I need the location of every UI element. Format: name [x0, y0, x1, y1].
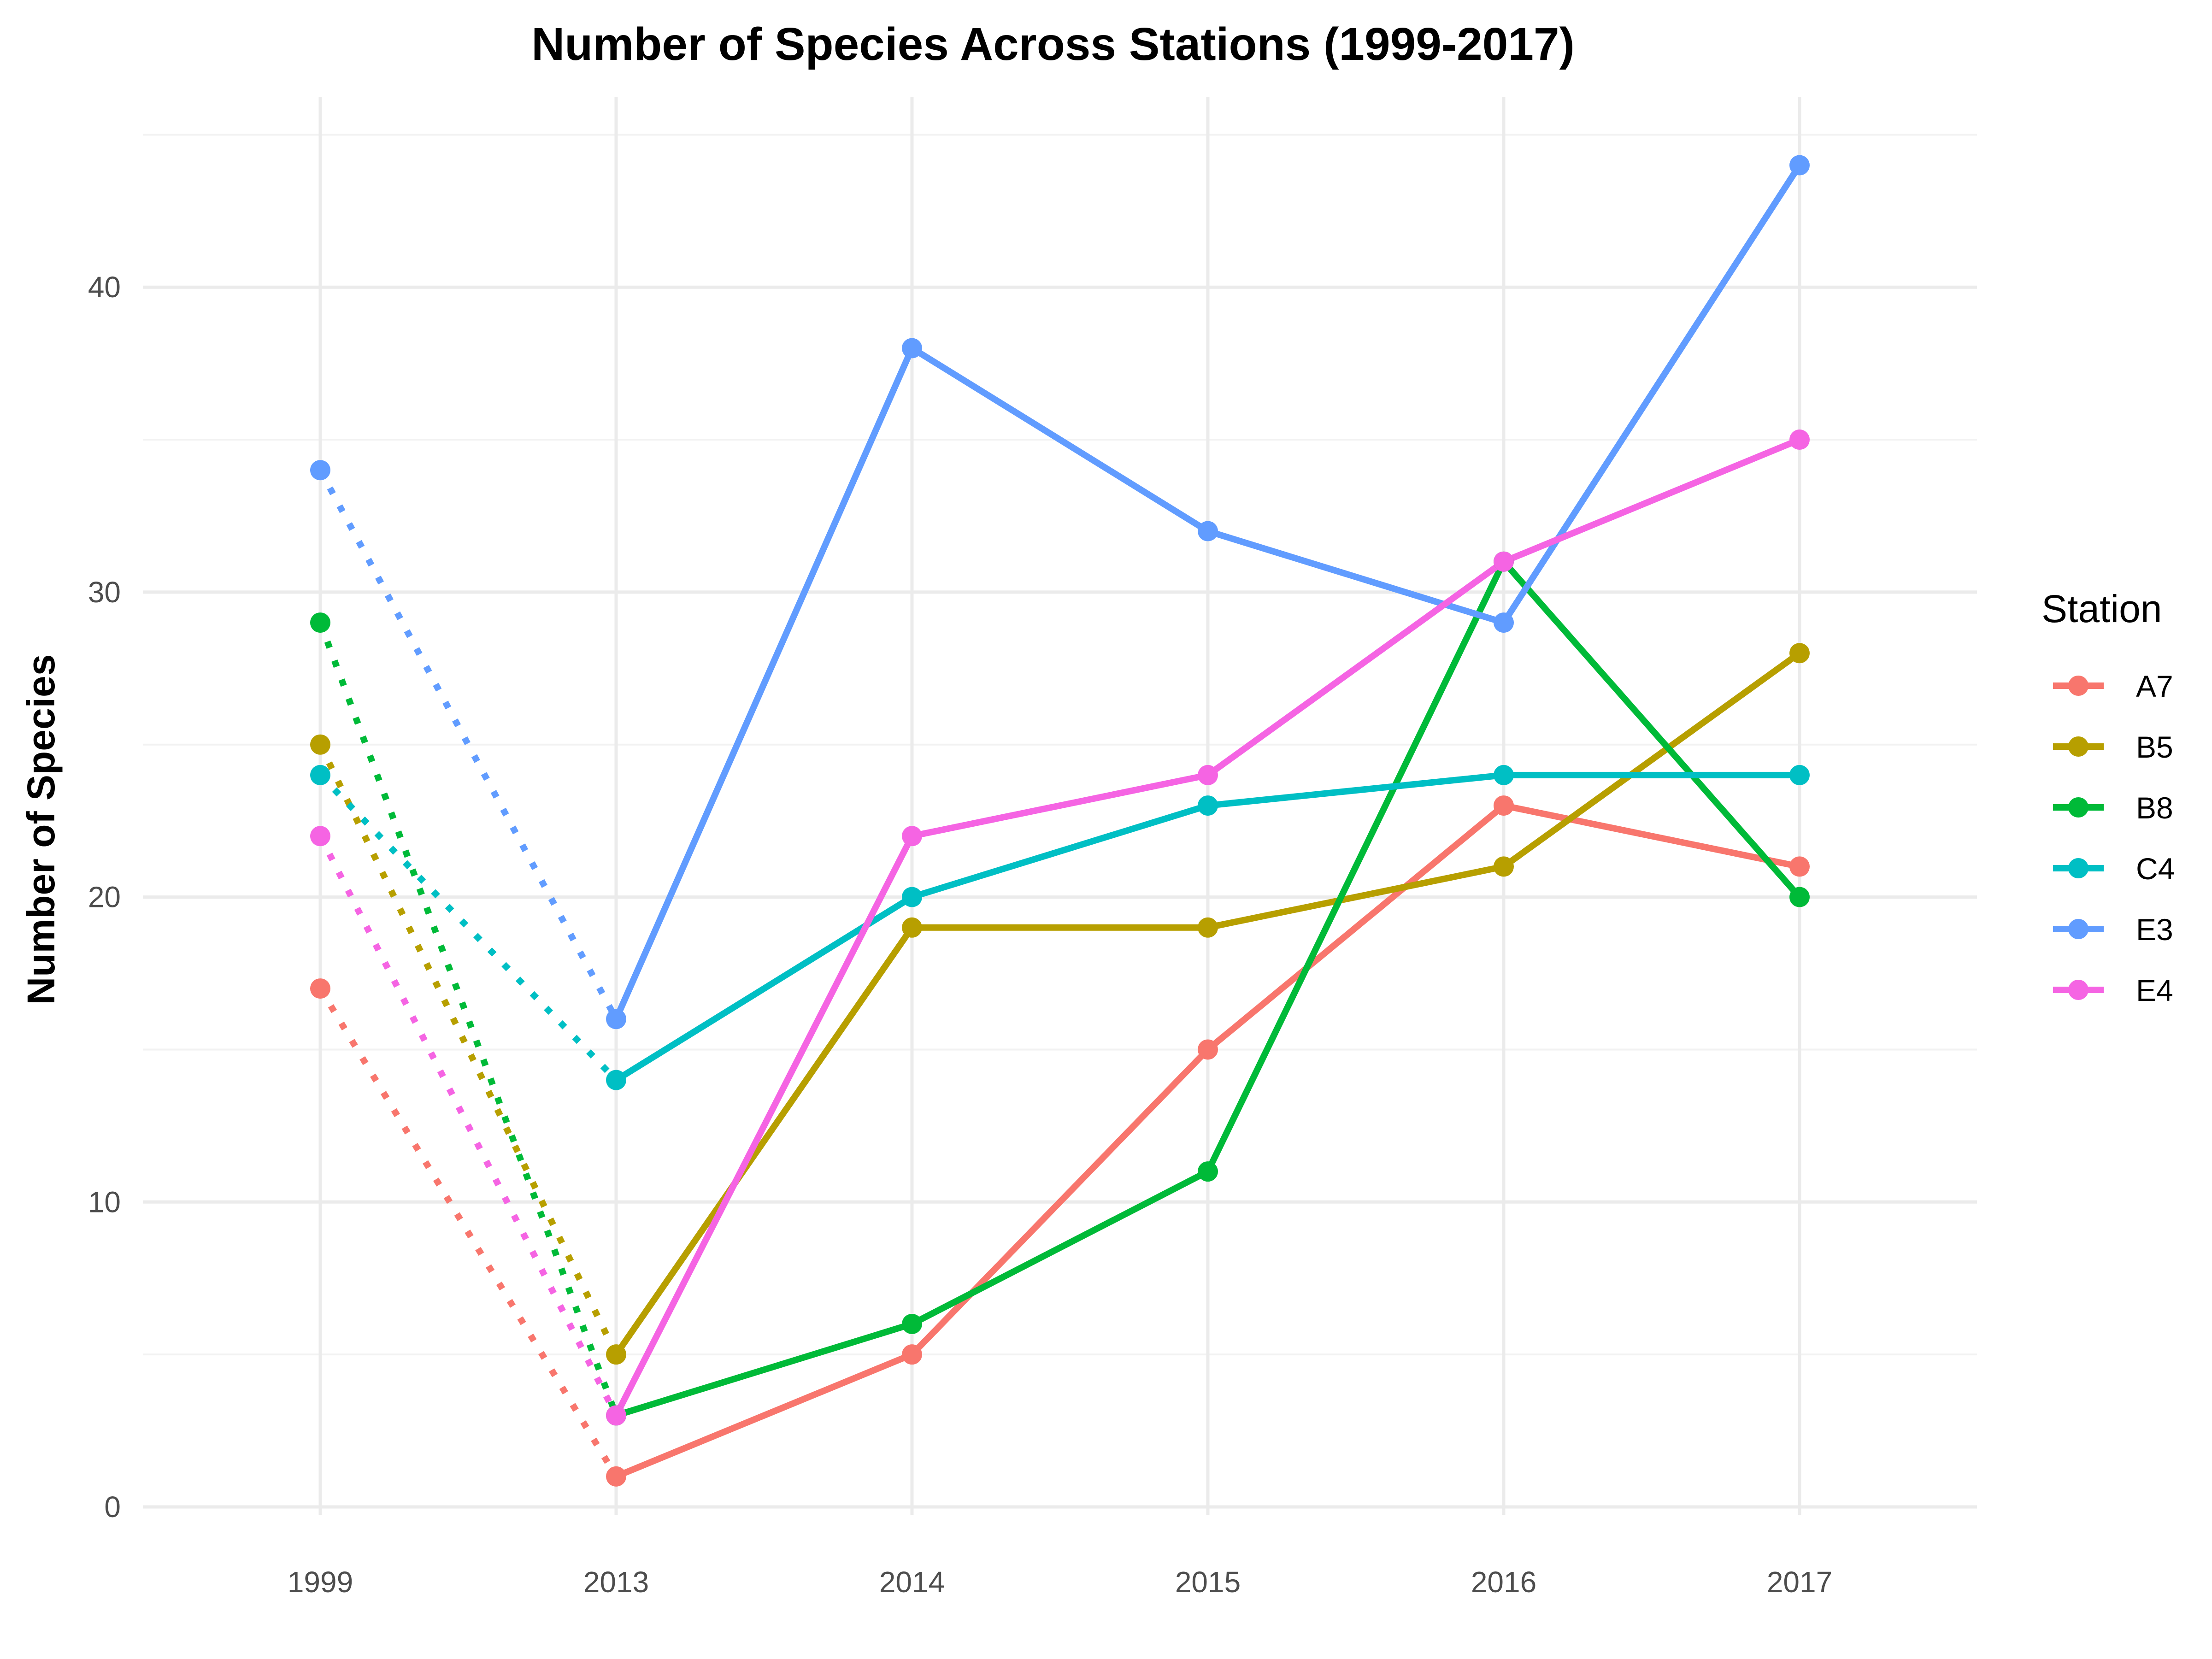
y-tick-label: 30 [88, 576, 121, 609]
data-point-E3-2013 [606, 1009, 626, 1030]
data-point-E3-2016 [1494, 612, 1514, 633]
x-tick-label: 2017 [1767, 1565, 1832, 1599]
data-point-A7-2017 [1789, 856, 1810, 877]
legend-key-point [2068, 858, 2088, 878]
data-point-B5-2013 [606, 1344, 626, 1365]
series-line-dotted-E3 [317, 468, 619, 1021]
data-point-B5-2014 [902, 917, 922, 938]
data-point-E3-1999 [310, 460, 330, 481]
legend-label: C4 [2136, 852, 2175, 886]
data-point-B8-2017 [1789, 887, 1810, 907]
legend-key-point [2068, 736, 2088, 757]
data-point-C4-2013 [606, 1070, 626, 1090]
y-tick-label: 0 [104, 1490, 121, 1524]
data-point-E4-2014 [902, 826, 922, 847]
x-tick-label: 1999 [288, 1565, 353, 1599]
x-tick-label: 2014 [879, 1565, 945, 1599]
legend-label: B5 [2136, 730, 2173, 764]
data-point-B8-2015 [1198, 1161, 1218, 1182]
data-point-C4-2014 [902, 887, 922, 907]
y-tick-label: 40 [88, 271, 121, 304]
axes: 0 10 20 30 40 1999 2013 2014 2015 2016 2017 [88, 271, 1832, 1599]
legend-label: A7 [2136, 669, 2173, 703]
data-point-B5-2017 [1789, 643, 1810, 664]
data-point-A7-2016 [1494, 795, 1514, 816]
data-point-E4-2015 [1198, 765, 1218, 785]
series-line-dotted-A7 [318, 987, 619, 1478]
y-tick-label: 10 [88, 1185, 121, 1218]
data-point-C4-2017 [1789, 765, 1810, 785]
legend-title: Station [2041, 587, 2162, 630]
legend-key-point [2068, 919, 2088, 939]
data-point-A7-1999 [310, 978, 330, 999]
y-tick-label: 20 [88, 881, 121, 914]
legend-key-point [2068, 980, 2088, 1000]
legend-label: E4 [2136, 973, 2173, 1007]
data-point-C4-2015 [1198, 795, 1218, 816]
data-point-E4-1999 [310, 826, 330, 847]
data-point-E4-2016 [1494, 551, 1514, 572]
legend-key-point [2068, 676, 2088, 696]
data-point-B8-1999 [310, 612, 330, 633]
data-point-E4-2017 [1789, 429, 1810, 450]
series-lines [317, 163, 1802, 1480]
data-point-B8-2014 [902, 1313, 922, 1334]
data-point-B5-2016 [1494, 856, 1514, 877]
data-point-E3-2014 [902, 338, 922, 359]
data-point-A7-2013 [606, 1466, 626, 1487]
legend-item-C4: C4 [2053, 852, 2175, 886]
legend-key-point [2068, 797, 2088, 818]
legend-item-E4: E4 [2053, 973, 2173, 1007]
data-point-A7-2014 [902, 1344, 922, 1365]
data-point-C4-1999 [310, 765, 330, 785]
x-tick-label: 2016 [1471, 1565, 1536, 1599]
series-line-dotted-E4 [317, 835, 619, 1417]
chart-title: Number of Species Across Stations (1999-… [531, 18, 1575, 70]
legend-item-B5: B5 [2053, 730, 2173, 764]
data-point-A7-2015 [1198, 1039, 1218, 1060]
x-tick-label: 2015 [1175, 1565, 1241, 1599]
legend-item-E3: E3 [2053, 912, 2173, 947]
legend-label: B8 [2136, 791, 2173, 825]
data-point-B5-2015 [1198, 917, 1218, 938]
data-point-C4-2016 [1494, 765, 1514, 785]
legend-item-A7: A7 [2053, 669, 2173, 703]
legend-item-B8: B8 [2053, 791, 2173, 825]
series-points [310, 155, 1810, 1487]
data-point-E3-2015 [1198, 521, 1218, 541]
y-axis-title: Number of Species [19, 654, 63, 1005]
data-point-E3-2017 [1789, 155, 1810, 176]
legend: Station A7 B5 B8 C4 E3 E4 [2041, 587, 2175, 1007]
legend-label: E3 [2136, 912, 2173, 947]
data-point-E4-2013 [606, 1405, 626, 1426]
data-point-B5-1999 [310, 734, 330, 755]
x-tick-label: 2013 [583, 1565, 649, 1599]
